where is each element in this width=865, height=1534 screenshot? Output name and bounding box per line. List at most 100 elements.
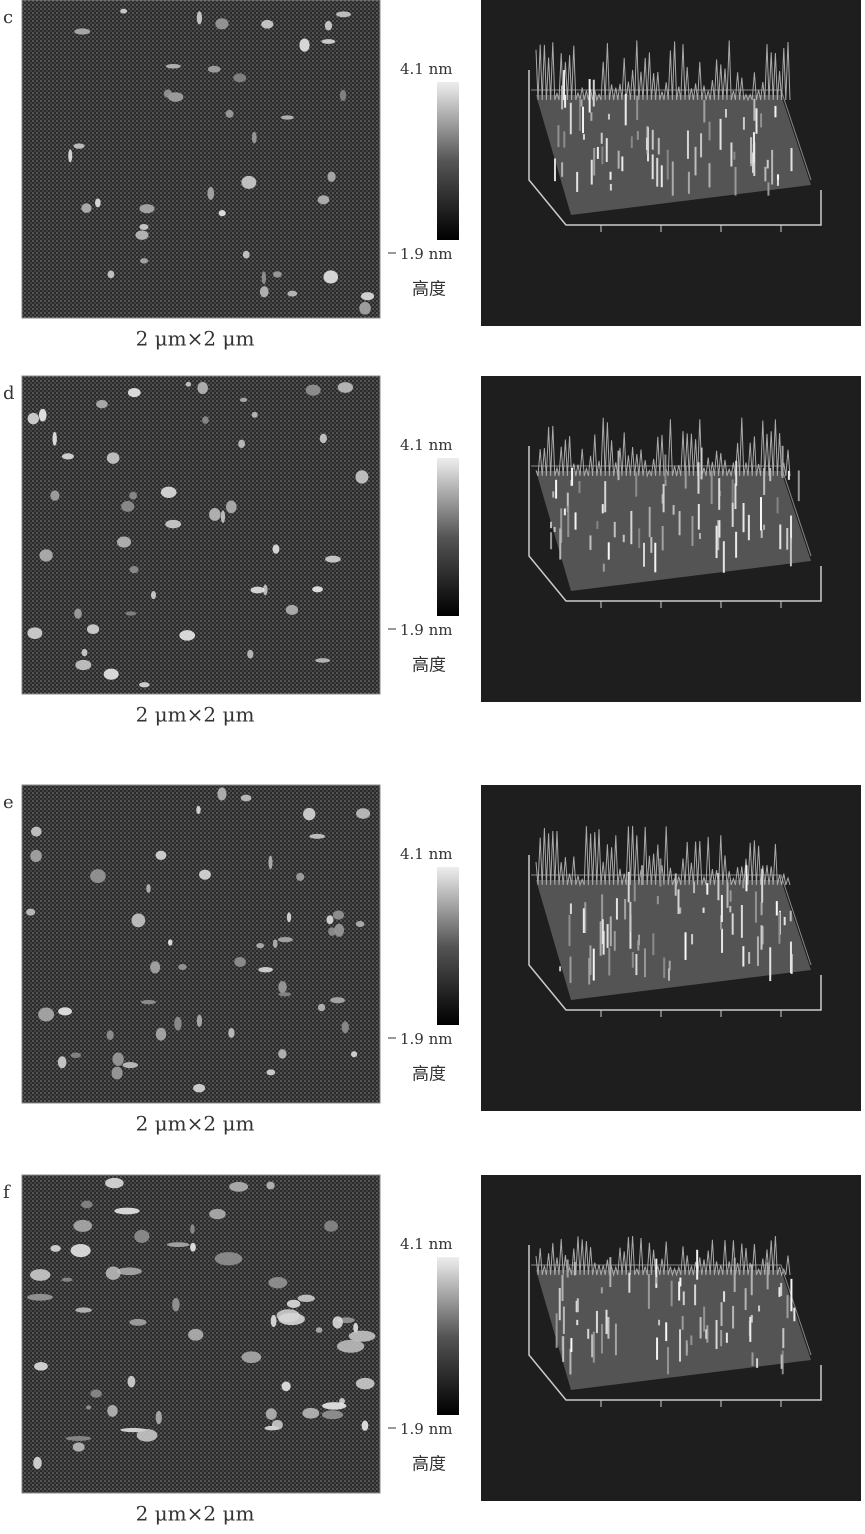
panel-label: c	[3, 7, 13, 28]
particle	[272, 939, 278, 949]
particle	[75, 1307, 92, 1313]
particle	[251, 131, 257, 144]
particle	[73, 1219, 93, 1232]
particle	[103, 668, 119, 680]
particle	[312, 586, 323, 593]
particle	[328, 927, 336, 936]
particle	[86, 624, 100, 635]
particle	[281, 1381, 291, 1392]
scale-min: 1.9 nm	[400, 245, 453, 263]
particle	[336, 11, 351, 18]
particle	[70, 1052, 81, 1059]
particle	[65, 1436, 92, 1441]
particle	[26, 908, 36, 916]
particle	[334, 923, 345, 937]
particle	[121, 501, 135, 512]
particle	[107, 270, 115, 279]
particle	[215, 18, 229, 30]
image-caption: 2 μm×2 μm	[136, 327, 255, 351]
particle	[129, 491, 138, 500]
particle	[317, 195, 330, 205]
particle	[355, 1377, 375, 1390]
panel-label: f	[3, 1182, 11, 1203]
particle	[61, 1277, 73, 1282]
particle	[271, 1419, 283, 1430]
particle	[319, 433, 328, 444]
particle	[286, 912, 292, 923]
particle	[321, 1410, 344, 1420]
panel-label: d	[3, 383, 15, 404]
particle	[218, 210, 226, 217]
particle	[220, 510, 226, 524]
particle	[242, 250, 250, 259]
particle	[165, 519, 182, 529]
particle	[238, 439, 246, 449]
particle	[337, 382, 354, 393]
particle	[105, 1266, 121, 1280]
particle	[360, 292, 375, 301]
particle	[278, 1049, 287, 1059]
particle	[131, 913, 146, 928]
particle	[178, 963, 187, 971]
particle	[150, 961, 161, 974]
particle	[240, 794, 252, 802]
particle	[129, 566, 139, 574]
particle	[172, 1297, 180, 1312]
particle	[353, 1322, 359, 1333]
particle	[120, 8, 128, 14]
particle	[39, 549, 53, 562]
particle	[266, 1181, 275, 1190]
particle	[332, 1316, 343, 1329]
particle	[50, 490, 60, 501]
particle	[317, 1003, 326, 1012]
particle	[81, 203, 92, 213]
particle	[61, 453, 74, 460]
particle	[72, 1442, 85, 1452]
particle	[196, 805, 201, 815]
3d-surface	[536, 1270, 811, 1390]
particle	[361, 1420, 369, 1431]
particle	[190, 1224, 195, 1235]
particle	[321, 39, 336, 44]
particle	[165, 63, 181, 69]
particle	[112, 1052, 124, 1066]
color-bar	[437, 1257, 459, 1415]
particle	[139, 204, 155, 214]
particle	[302, 1407, 320, 1419]
particle	[50, 1244, 61, 1252]
particle	[261, 19, 274, 29]
particle	[140, 258, 149, 264]
particle	[70, 1243, 91, 1258]
scale-title: 高度	[412, 1065, 446, 1085]
particle	[127, 1375, 136, 1388]
particle	[134, 1229, 150, 1243]
afm-image	[21, 375, 381, 695]
particle	[75, 659, 92, 671]
particle	[105, 1177, 124, 1189]
particle	[315, 1327, 323, 1333]
particle	[117, 536, 132, 548]
image-caption: 2 μm×2 μm	[136, 1112, 255, 1136]
particle	[185, 381, 192, 387]
particle	[207, 65, 221, 73]
particle	[258, 966, 273, 973]
afm-image	[21, 0, 381, 319]
particle	[179, 630, 196, 641]
particle	[339, 1398, 345, 1405]
3d-axis	[528, 855, 822, 1011]
particle	[265, 1408, 277, 1420]
image-caption: 2 μm×2 μm	[136, 1502, 255, 1526]
particle	[250, 586, 265, 594]
particle	[305, 384, 321, 396]
particle	[116, 1267, 142, 1276]
particle	[225, 109, 234, 118]
particle	[278, 981, 287, 994]
3d-axis	[528, 1245, 822, 1401]
particle	[286, 1299, 301, 1308]
scale-title: 高度	[412, 280, 446, 300]
particle	[273, 271, 282, 278]
particle	[90, 1389, 102, 1398]
particle	[225, 500, 237, 514]
particle	[30, 1269, 51, 1281]
